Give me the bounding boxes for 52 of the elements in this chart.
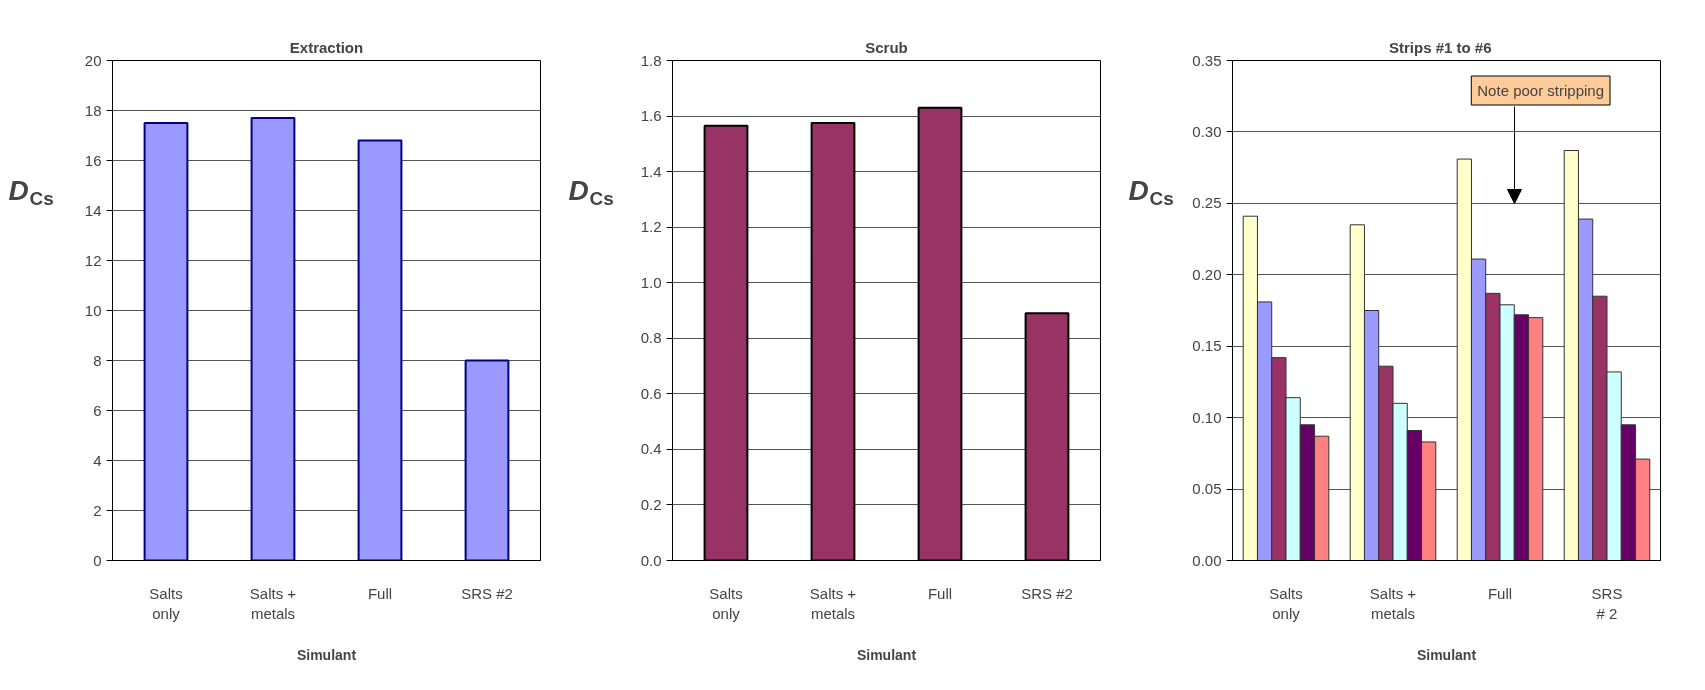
y-tick-label: 10 xyxy=(84,301,102,319)
y-tick-label: 1.6 xyxy=(640,107,662,125)
y-tick-label: 0.25 xyxy=(1192,194,1222,212)
bar xyxy=(357,139,403,561)
y-tick-label: 1.8 xyxy=(640,51,662,69)
x-axis-title: Simulant xyxy=(856,646,917,663)
x-tick-label: SRS #2 xyxy=(1021,584,1073,602)
x-tick-label: Salts + metals xyxy=(1369,584,1417,622)
y-tick-label: 0.4 xyxy=(640,440,662,458)
y-tick-label: 0.6 xyxy=(640,384,662,402)
chart-title: Extraction xyxy=(289,38,364,56)
x-tick-label: Salts only xyxy=(709,584,743,622)
y-tick-label: 20 xyxy=(84,51,102,69)
y-tick-label: 1.4 xyxy=(640,162,662,180)
chart-title: Strips #1 to #6 xyxy=(1388,38,1492,56)
y-tick-label: 0.35 xyxy=(1192,51,1222,69)
bar xyxy=(250,117,296,561)
y-tick-label: 16 xyxy=(84,151,102,169)
annotation: Note poor stripping xyxy=(1477,82,1605,99)
y-tick-label: 0.15 xyxy=(1192,337,1222,355)
x-tick-label: Salts + metals xyxy=(809,584,857,622)
y-tick-label: 0 xyxy=(93,551,102,569)
y-tick-label: 2 xyxy=(93,501,102,519)
y-tick-label: 0.00 xyxy=(1192,551,1222,569)
y-tick-label: 8 xyxy=(93,351,102,369)
bar xyxy=(464,359,510,561)
x-axis-title: Simulant xyxy=(296,646,357,663)
y-tick-label: 0.0 xyxy=(640,551,662,569)
x-axis-title: Simulant xyxy=(1416,646,1477,663)
y-tick-label: 0.8 xyxy=(640,329,662,347)
y-tick-label: 18 xyxy=(84,101,102,119)
y-tick-label: 0.20 xyxy=(1192,265,1222,283)
y-tick-label: 0.10 xyxy=(1192,408,1222,426)
y-tick-label: 4 xyxy=(93,451,102,469)
x-tick-label: Full xyxy=(367,584,393,602)
x-tick-label: Salts only xyxy=(1269,584,1303,622)
y-tick-label: 12 xyxy=(84,251,102,269)
y-tick-label: 0.30 xyxy=(1192,122,1222,140)
x-tick-label: SRS # 2 xyxy=(1591,584,1623,622)
chart-title: Scrub xyxy=(865,38,908,56)
x-tick-label: Full xyxy=(1487,584,1513,602)
x-tick-label: Salts + metals xyxy=(249,584,297,622)
y-tick-label: 6 xyxy=(93,401,102,419)
y-tick-label: 1.2 xyxy=(640,218,662,236)
y-tick-label: 14 xyxy=(84,201,102,219)
x-tick-label: Full xyxy=(927,584,953,602)
x-tick-label: SRS #2 xyxy=(461,584,513,602)
x-tick-label: Salts only xyxy=(149,584,183,622)
bar xyxy=(143,122,189,561)
y-tick-label: 0.2 xyxy=(640,495,662,513)
y-tick-label: 1.0 xyxy=(640,273,662,291)
y-tick-label: 0.05 xyxy=(1192,480,1222,498)
